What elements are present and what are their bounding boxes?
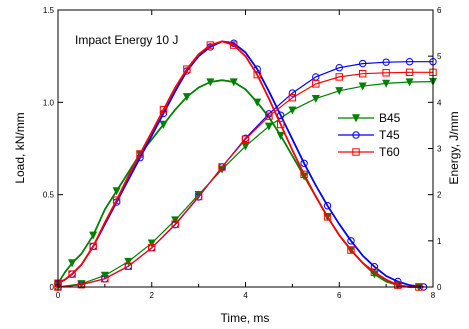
x-tick-label: 8 xyxy=(431,291,436,300)
x-tick-label: 0 xyxy=(56,291,61,300)
y-left-tick-label: 0 xyxy=(50,283,55,292)
y-right-tick-label: 0 xyxy=(437,283,442,292)
legend: B45 T45 T60 xyxy=(338,111,401,159)
energy-point-b45 xyxy=(335,87,344,96)
energy-point-t60 xyxy=(171,220,179,228)
legend-label-t45: T45 xyxy=(379,128,400,142)
load-point-b45 xyxy=(89,231,98,240)
energy-point-t60 xyxy=(77,280,86,289)
y-right-tick-label: 2 xyxy=(437,191,442,200)
load-point-b45 xyxy=(112,187,121,196)
energy-point-t45 xyxy=(335,64,343,72)
energy-point-t60 xyxy=(194,192,203,201)
load-point-b45 xyxy=(229,78,238,87)
energy-point-b45 xyxy=(405,78,414,87)
energy-point-t60 xyxy=(358,70,367,78)
energy-point-t45 xyxy=(358,59,367,68)
load-point-t45 xyxy=(323,202,332,210)
x-tick-label: 4 xyxy=(243,291,248,300)
energy-point-b45 xyxy=(358,82,367,91)
load-point-t60 xyxy=(300,170,308,179)
y-left-tick-label: 1.0 xyxy=(43,98,55,107)
load-point-t60 xyxy=(159,106,168,114)
load-point-t60 xyxy=(68,270,76,278)
load-point-t45 xyxy=(347,237,355,245)
y-right-tick-label: 1 xyxy=(437,237,442,246)
load-point-t60 xyxy=(183,65,191,73)
y-right-tick-label: 6 xyxy=(437,6,442,15)
load-point-b45 xyxy=(206,78,215,87)
load-line-t45 xyxy=(57,40,424,288)
legend-marker-b45 xyxy=(351,114,361,123)
load-point-t60 xyxy=(276,120,285,129)
legend-marker-t60 xyxy=(352,148,360,156)
x-axis-label: Time, ms xyxy=(221,311,270,325)
load-point-t60 xyxy=(206,41,215,49)
y-right-tick-label: 4 xyxy=(437,98,442,107)
series-layer xyxy=(53,39,438,292)
energy-point-t60 xyxy=(148,244,156,252)
y-right-tick-label: 5 xyxy=(437,52,442,61)
load-point-t45 xyxy=(300,159,308,167)
energy-line-b45 xyxy=(57,81,434,288)
energy-point-t60 xyxy=(265,112,273,120)
load-point-t60 xyxy=(347,246,355,254)
energy-point-t60 xyxy=(382,69,390,77)
load-point-t60 xyxy=(394,281,402,289)
x-tick-label: 6 xyxy=(337,291,342,300)
energy-point-b45 xyxy=(124,257,133,266)
legend-label-b45: B45 xyxy=(379,111,401,125)
energy-point-t45 xyxy=(382,58,390,66)
load-point-b45 xyxy=(159,120,168,129)
energy-point-t60 xyxy=(405,68,414,77)
energy-point-t60 xyxy=(312,80,320,88)
energy-point-b45 xyxy=(311,94,320,103)
load-point-t45 xyxy=(370,262,379,271)
energy-point-t60 xyxy=(288,94,297,102)
load-point-t60 xyxy=(323,213,332,221)
load-point-t60 xyxy=(370,268,379,276)
energy-point-b45 xyxy=(264,122,273,131)
y-left-tick-label: 1.5 xyxy=(43,6,55,15)
y-right-tick-label: 3 xyxy=(437,145,442,154)
energy-point-t60 xyxy=(241,135,250,143)
load-point-t60 xyxy=(136,150,144,158)
energy-point-b45 xyxy=(147,239,156,248)
energy-point-t60 xyxy=(101,274,109,283)
energy-point-t60 xyxy=(335,73,343,81)
load-point-t60 xyxy=(230,41,238,49)
load-line-t60 xyxy=(57,40,419,288)
y-left-tick-label: 0.5 xyxy=(43,191,55,200)
energy-point-b45 xyxy=(382,79,391,88)
y-axis-right-label: Energy, J/mm xyxy=(447,111,461,184)
load-line-b45 xyxy=(57,79,419,288)
load-point-b45 xyxy=(182,93,191,102)
energy-point-t45 xyxy=(405,58,414,66)
energy-point-t60 xyxy=(124,262,133,270)
load-point-t60 xyxy=(253,70,261,79)
energy-point-t45 xyxy=(288,89,297,97)
load-point-b45 xyxy=(276,131,285,140)
energy-point-b45 xyxy=(241,142,250,151)
energy-point-t60 xyxy=(218,163,226,171)
y-axis-left-label: Load, kN/mm xyxy=(13,112,27,183)
legend-label-t60: T60 xyxy=(379,145,400,159)
chart-annotation: Impact Energy 10 J xyxy=(75,33,178,47)
energy-point-b45 xyxy=(288,106,297,115)
energy-point-t45 xyxy=(312,73,320,81)
x-tick-label: 2 xyxy=(150,291,155,300)
load-point-t60 xyxy=(89,242,97,251)
load-point-b45 xyxy=(253,98,262,107)
load-point-t60 xyxy=(112,196,121,204)
energy-point-b45 xyxy=(171,216,180,225)
energy-line-t60 xyxy=(57,71,433,288)
load-point-b45 xyxy=(68,259,77,268)
energy-line-t45 xyxy=(57,61,433,288)
legend-marker-t45 xyxy=(352,131,360,139)
